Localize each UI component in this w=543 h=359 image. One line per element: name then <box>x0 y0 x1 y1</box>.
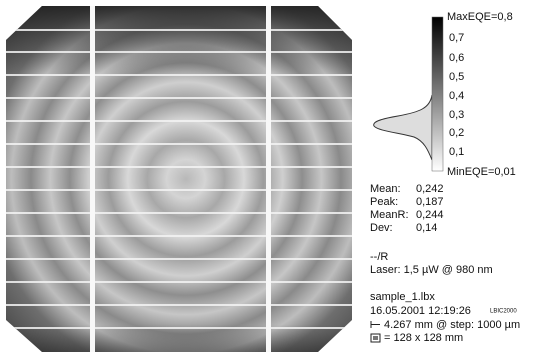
size-icon <box>373 336 378 340</box>
scale-tick: 0,6 <box>449 52 464 64</box>
color-scale <box>432 17 443 171</box>
wafer-map <box>6 6 352 352</box>
scale-tick: 0,4 <box>449 90 464 102</box>
scale-max: MaxEQE=0,8 <box>447 11 513 23</box>
file-name: sample_1.lbx <box>370 291 435 303</box>
step-icon <box>371 321 380 328</box>
stat-value: 0,187 <box>416 196 444 208</box>
scale-tick: 0,5 <box>449 71 464 83</box>
scale-tick: 0,7 <box>449 32 464 44</box>
scale-tick: 0,3 <box>449 109 464 121</box>
stat-value: 0,242 <box>416 183 444 195</box>
lbic-view: MaxEQE=0,8 0,7 0,6 0,5 0,4 0,3 0,2 0,1 M… <box>0 0 543 354</box>
busbar <box>90 6 95 352</box>
size: = 128 x 128 mm <box>384 332 463 344</box>
scale-min: MinEQE=0,01 <box>447 166 516 178</box>
busbar <box>266 6 271 352</box>
laser: Laser: 1,5 µW @ 980 nm <box>370 264 493 276</box>
stat-value: 0,14 <box>416 222 437 234</box>
device: LBIC2000 <box>490 309 517 315</box>
stat-value: 0,244 <box>416 209 444 221</box>
step: 4.267 mm @ step: 1000 µm <box>384 319 520 331</box>
stat-label: Peak: <box>370 196 398 208</box>
scale-tick: 0,2 <box>449 127 464 139</box>
datetime: 16.05.2001 12:19:26 <box>370 305 471 317</box>
mode: --/R <box>370 251 388 263</box>
stat-label: MeanR: <box>370 209 409 221</box>
stat-label: Mean: <box>370 183 401 195</box>
scale-tick: 0,1 <box>449 146 464 158</box>
stat-label: Dev: <box>370 222 393 234</box>
histogram <box>374 95 432 160</box>
